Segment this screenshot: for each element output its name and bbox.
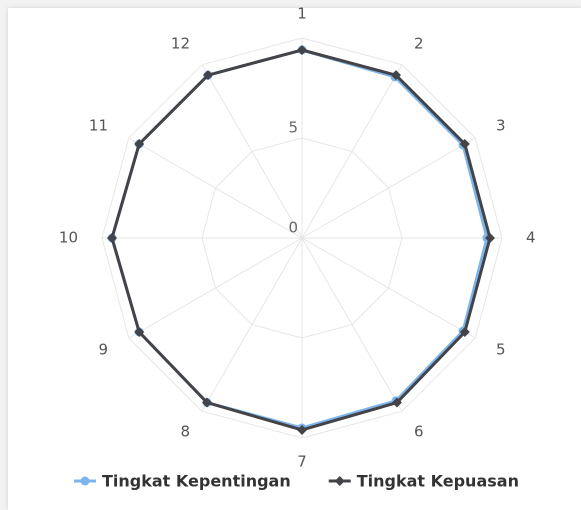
y-tick-label: 0 [288, 219, 298, 237]
category-label: 5 [496, 341, 506, 359]
marker [392, 397, 402, 408]
marker [391, 70, 401, 81]
legend-label: Tingkat Kepentingan [102, 472, 291, 491]
spoke [301, 64, 403, 239]
spoke [301, 137, 476, 239]
category-label: 9 [98, 341, 108, 359]
marker [202, 397, 212, 408]
marker [485, 233, 495, 243]
spoke [128, 137, 303, 239]
marker [107, 233, 117, 243]
category-label: 2 [414, 35, 424, 53]
category-label: 8 [180, 422, 190, 440]
marker [297, 45, 307, 55]
marker [297, 425, 307, 435]
marker [134, 327, 145, 337]
spoke [201, 64, 303, 239]
legend-marker [334, 476, 345, 486]
marker [134, 139, 145, 149]
marker [203, 70, 213, 81]
y-tick-label: 5 [288, 119, 298, 137]
category-label: 12 [171, 35, 190, 53]
spoke [301, 237, 476, 339]
category-label: 6 [414, 422, 424, 440]
category-label: 4 [526, 229, 536, 247]
legend-label: Tingkat Kepuasan [357, 472, 519, 491]
marker [459, 327, 470, 337]
spoke [201, 237, 303, 412]
marker [459, 139, 470, 149]
category-label: 10 [59, 229, 78, 247]
category-label: 7 [297, 453, 307, 471]
spoke [301, 237, 403, 412]
category-label: 3 [496, 117, 506, 135]
category-label: 1 [297, 5, 307, 23]
spoke [128, 237, 303, 339]
category-label: 11 [89, 117, 108, 135]
legend-marker [80, 476, 90, 486]
